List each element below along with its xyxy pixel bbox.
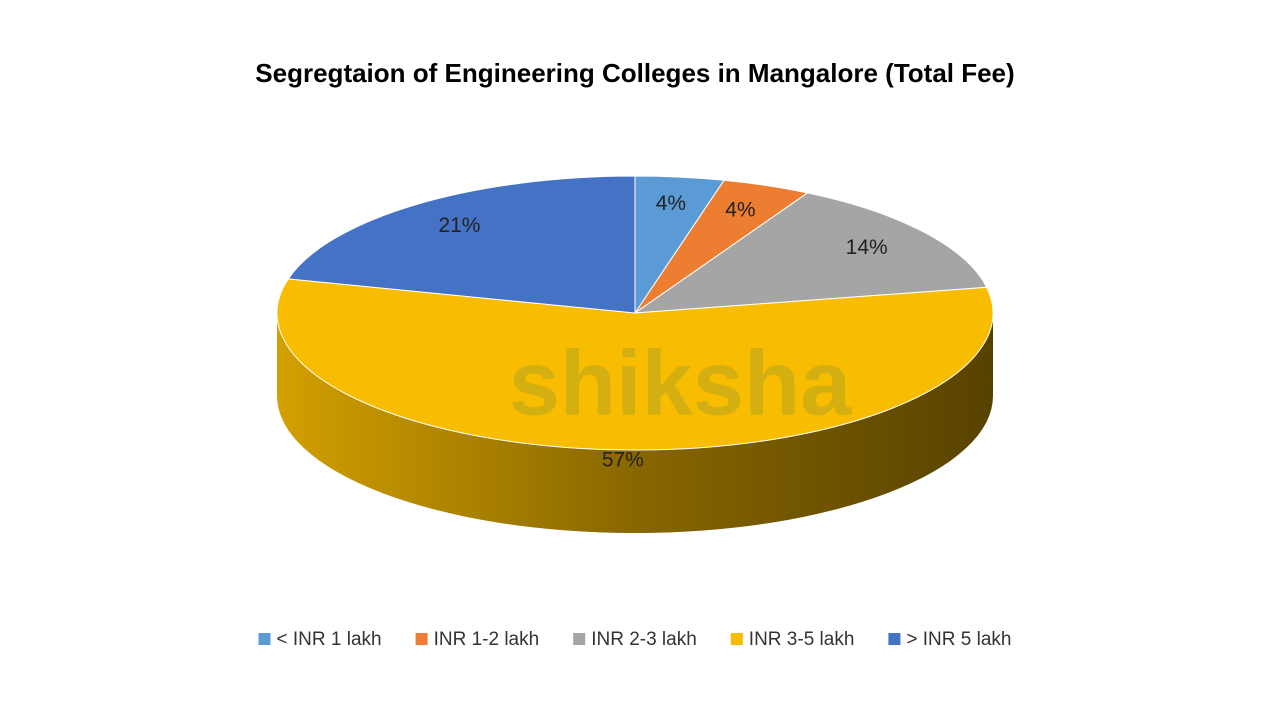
legend-swatch [888,633,901,645]
chart-title: Segregtaion of Engineering Colleges in M… [255,58,1014,88]
data-label: 4% [656,192,686,215]
pie-slice [287,175,636,314]
legend-swatch [415,633,428,645]
legend-label: INR 3-5 lakh [749,629,855,650]
data-label: 21% [438,214,480,237]
watermark: shiksha [509,332,852,434]
legend-swatch [730,633,743,645]
legend-swatch [573,633,586,645]
legend-swatch [258,633,271,645]
pie-slice [276,278,994,451]
data-label: 14% [846,236,888,259]
legend-label: > INR 5 lakh [906,629,1011,650]
pie-side [277,313,993,533]
legend-label: INR 1-2 lakh [434,629,540,650]
legend-label: < INR 1 lakh [277,629,382,650]
legend-label: INR 2-3 lakh [591,629,697,650]
data-label: 4% [725,199,755,222]
pie-slice [633,192,988,314]
data-label: 57% [602,448,644,471]
